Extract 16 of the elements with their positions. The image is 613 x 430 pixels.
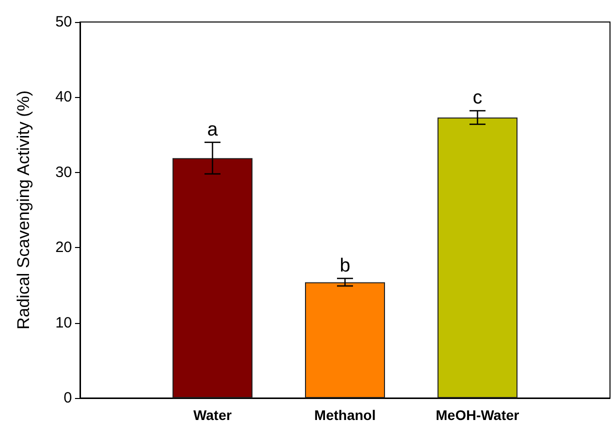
bar [172, 158, 252, 398]
annotation: a [207, 119, 218, 140]
annotation: c [472, 88, 482, 109]
y-tick-label: 10 [55, 314, 72, 332]
y-tick-label: 20 [55, 239, 72, 256]
annotation: b [340, 255, 350, 276]
y-tick-label: 0 [64, 390, 72, 406]
y-tick-label: 50 [55, 14, 72, 30]
y-axis-title: Radical Scavenging Activity (%) [14, 90, 33, 330]
x-tick-label: MeOH-Water [436, 407, 520, 423]
bar [438, 118, 518, 398]
bar [305, 282, 385, 398]
y-tick-label: 40 [55, 88, 72, 106]
y-tick-label: 30 [55, 164, 72, 181]
x-tick-label: Methanol [314, 407, 376, 423]
x-tick-label: Water [193, 407, 232, 423]
